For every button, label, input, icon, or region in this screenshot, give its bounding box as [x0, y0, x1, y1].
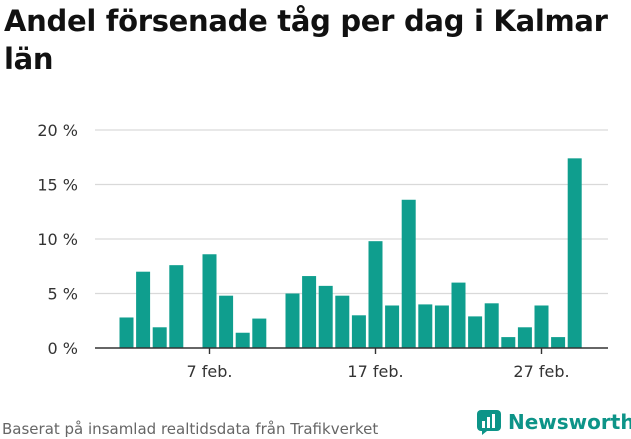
bar[interactable] [517, 327, 532, 348]
bar[interactable] [434, 305, 449, 348]
bars [119, 158, 582, 349]
bar[interactable] [318, 285, 333, 348]
x-tick-label: 7 feb. [187, 362, 233, 381]
bar[interactable] [401, 199, 416, 348]
bar[interactable] [385, 305, 400, 348]
y-tick-label: 10 % [37, 230, 78, 249]
x-axis: 7 feb. 17 feb. 27 feb. [95, 347, 608, 381]
y-tick-label: 20 % [37, 121, 78, 140]
chart-title: Andel försenade tåg per dag i Kalmar län [4, 4, 608, 76]
bar[interactable] [351, 315, 366, 348]
bar[interactable] [235, 332, 250, 348]
newsworthy-icon [477, 410, 501, 435]
bar[interactable] [252, 318, 267, 348]
bar[interactable] [169, 265, 184, 348]
bar[interactable] [152, 327, 167, 348]
source-note: Baserat på insamlad realtidsdata från Tr… [2, 420, 379, 438]
bar[interactable] [451, 282, 466, 348]
bar[interactable] [534, 305, 549, 348]
bar[interactable] [501, 337, 516, 348]
bar[interactable] [285, 293, 300, 349]
bar[interactable] [368, 241, 383, 348]
bar[interactable] [202, 254, 217, 348]
bar[interactable] [551, 337, 566, 348]
y-tick-label: 0 % [48, 339, 78, 358]
x-tick-label: 27 feb. [513, 362, 569, 381]
newsworthy-logo[interactable]: Newsworthy [476, 406, 631, 438]
bar[interactable] [468, 316, 483, 348]
y-tick-label: 5 % [48, 285, 78, 304]
bar[interactable] [119, 317, 134, 348]
y-axis-ticks: 0 % 5 % 10 % 15 % 20 % [37, 121, 78, 358]
x-tick-label: 17 feb. [347, 362, 403, 381]
brand-name: Newsworthy [508, 410, 631, 434]
bar[interactable] [136, 271, 151, 348]
bar[interactable] [418, 304, 433, 348]
bar[interactable] [484, 303, 499, 348]
y-tick-label: 15 % [37, 176, 78, 195]
bar[interactable] [219, 295, 234, 348]
bar[interactable] [302, 276, 317, 348]
bar[interactable] [567, 158, 582, 348]
bar[interactable] [335, 295, 350, 348]
